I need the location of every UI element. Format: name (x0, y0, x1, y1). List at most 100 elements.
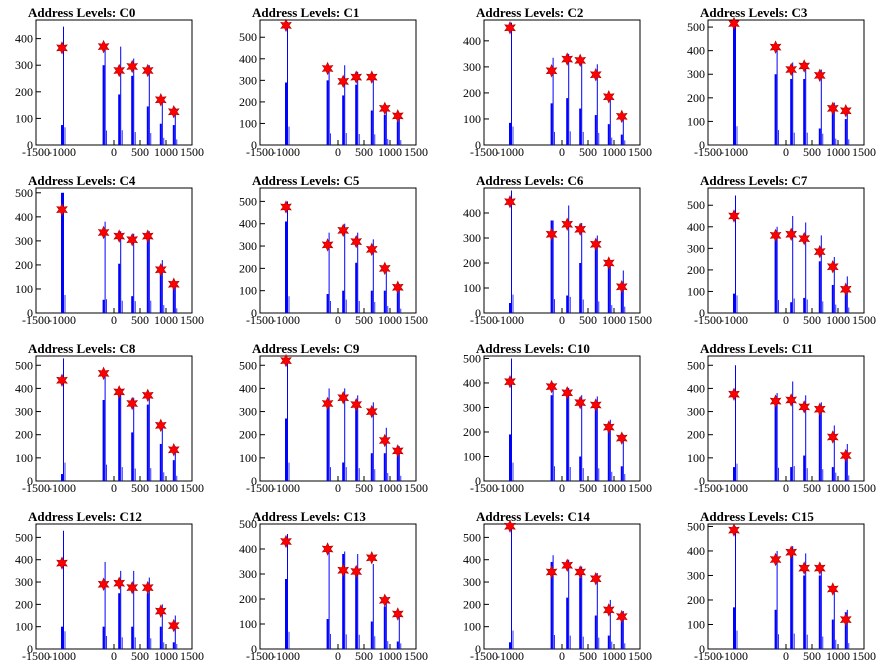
x-tick-label: 0 (783, 481, 789, 495)
histogram-spike-core (342, 95, 345, 145)
y-tick-label: 400 (463, 553, 481, 567)
x-tick-label: 1500 (628, 145, 652, 159)
y-tick-label: 200 (463, 86, 481, 100)
plot-frame (483, 355, 641, 482)
peak-marker (141, 229, 154, 243)
peak-marker (728, 523, 740, 537)
histogram-spike-core (803, 575, 806, 649)
y-tick-label: 100 (15, 111, 33, 125)
peak-marker (769, 552, 782, 567)
x-tick-label: 1500 (628, 481, 652, 495)
y-tick-label: 200 (239, 261, 257, 275)
x-tick-label: 0 (335, 481, 341, 495)
histogram-spike-core (172, 460, 175, 481)
y-tick-label: 500 (463, 530, 481, 544)
peak-marker (785, 227, 798, 242)
peak-marker (798, 561, 811, 575)
peak-marker (321, 61, 334, 76)
x-tick-label: 500 (131, 481, 149, 495)
x-tick-label: 500 (131, 313, 149, 327)
y-tick-label: 500 (239, 358, 257, 372)
peak-marker (798, 231, 811, 246)
x-tick-label: 0 (559, 649, 565, 663)
histogram-spike-core (818, 128, 821, 145)
x-tick-label: -1000 (720, 145, 748, 159)
x-tick-label: 1000 (378, 649, 402, 663)
x-tick-label: 500 (131, 649, 149, 663)
x-tick-label: 1000 (602, 313, 626, 327)
histogram-plot: 0 100 200 300 400 -1500-1000 0 500 1000 1500 (463, 19, 652, 159)
peak-marker (154, 262, 167, 277)
histogram-plot: 0 100 200 300 400 500 -1500-1000 0 500 1000 1500 (15, 355, 204, 495)
panel-title: Address Levels: C10 (476, 341, 590, 356)
histogram-spike-core (131, 432, 134, 481)
panel-title: Address Levels: C6 (476, 173, 584, 188)
histogram-plot: 0 100 200 300 400 -1500-1000 0 500 1000 1500 (463, 187, 652, 327)
x-tick-label: 0 (335, 649, 341, 663)
y-tick-label: 0 (251, 642, 257, 656)
histogram-spike-core (607, 635, 610, 649)
x-tick-label: -1500 (22, 145, 50, 159)
y-tick-label: 400 (687, 544, 705, 558)
histogram-plot: 0 100 200 300 400 500 -1500-1000 0 500 1000 1500 (239, 517, 428, 663)
peak-marker (504, 519, 516, 533)
peak-marker (365, 242, 378, 257)
y-tick-label: 400 (15, 553, 33, 567)
peak-marker (97, 577, 110, 592)
plot-frame (707, 187, 865, 314)
histogram-spike-core (355, 574, 358, 649)
histogram-spike-core (594, 615, 597, 649)
y-tick-label: 0 (251, 474, 257, 488)
y-tick-label: 0 (699, 306, 705, 320)
peak-marker (602, 90, 615, 104)
y-tick-label: 300 (687, 67, 705, 81)
x-tick-label: 500 (803, 481, 821, 495)
peak-marker (56, 41, 68, 55)
x-tick-label: 1000 (154, 313, 178, 327)
peak-marker (280, 534, 292, 549)
x-tick-label: -1000 (496, 649, 524, 663)
x-tick-label: 1000 (378, 145, 402, 159)
y-tick-label: 400 (239, 381, 257, 395)
histogram-plot: 0 100 200 300 400 500 -1500-1000 0 500 1000 1500 (15, 523, 204, 663)
y-tick-label: 0 (27, 642, 33, 656)
peak-marker (839, 104, 852, 118)
histogram-spike-core (172, 125, 175, 145)
histogram-spike-core (620, 619, 623, 649)
peak-marker (545, 565, 558, 579)
peak-marker (785, 545, 798, 559)
plot-frame (259, 355, 417, 482)
histogram-panel: Address Levels: C6 0 100 200 300 400 -1500 -100… (448, 168, 672, 336)
y-tick-label: 500 (15, 186, 33, 200)
y-tick-label: 400 (15, 210, 33, 224)
x-tick-label: -1000 (48, 481, 76, 495)
plot-frame (483, 187, 641, 314)
x-tick-label: -1000 (496, 145, 524, 159)
histogram-spike-core (733, 607, 735, 649)
peak-marker (826, 582, 839, 596)
x-tick-label: 500 (579, 649, 597, 663)
peak-marker (504, 195, 516, 209)
histogram-spike-core (733, 293, 735, 313)
peak-marker (113, 576, 126, 590)
peak-marker (391, 109, 404, 123)
peak-marker (337, 223, 350, 238)
x-tick-label: -1500 (22, 313, 50, 327)
x-tick-label: 500 (579, 313, 597, 327)
x-tick-label: 0 (559, 145, 565, 159)
x-tick-label: 1500 (180, 145, 204, 159)
x-tick-label: 0 (111, 145, 117, 159)
histogram-spike-core (790, 78, 793, 145)
histogram-spike-core (370, 453, 373, 481)
y-tick-label: 0 (251, 138, 257, 152)
peak-marker (391, 280, 404, 295)
x-tick-label: -1500 (22, 481, 50, 495)
histogram-spike-core (326, 294, 329, 313)
x-tick-label: 1000 (154, 649, 178, 663)
histogram-spike-core (844, 612, 847, 649)
histogram-spike-core (550, 395, 553, 481)
y-tick-label: 500 (15, 530, 33, 544)
histogram-spike-core (131, 296, 134, 313)
peak-marker (545, 379, 558, 394)
peak-marker (589, 398, 602, 412)
